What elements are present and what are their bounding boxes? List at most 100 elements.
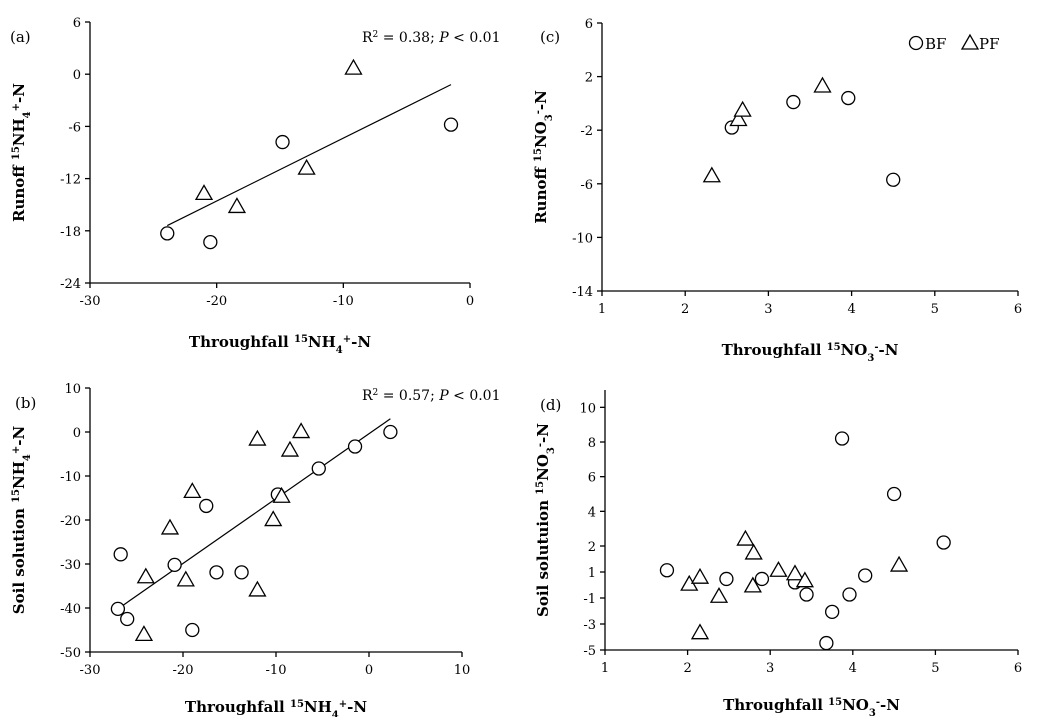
bf-point: [836, 432, 849, 445]
pf-point: [136, 626, 152, 640]
x-tick-label: 6: [1014, 661, 1022, 676]
x-tick-label: -30: [80, 294, 101, 309]
x-tick-label: -10: [266, 663, 287, 678]
bf-point: [349, 440, 362, 453]
bf-point: [842, 92, 855, 105]
bf-point: [168, 558, 181, 571]
panel-b: -30 -20 -10 0 10 -50 -40 -30 -20 -10 0 10 Throughfal…: [10, 382, 501, 717]
x-axis-label: Throughfall 15NO3--N: [723, 696, 900, 717]
x-tick-label: -20: [173, 663, 194, 678]
x-tick-label: 1: [598, 302, 606, 317]
x-tick-label: 0: [466, 294, 474, 309]
pf-point: [711, 588, 727, 602]
pf-point: [282, 442, 298, 456]
bf-point: [660, 564, 673, 577]
y-tick-label: 6: [585, 17, 593, 32]
x-axis-label: Throughfall 15NO3--N: [722, 341, 899, 364]
pf-point: [178, 572, 194, 586]
y-tick-label: -5: [583, 644, 596, 659]
x-tick-label: 4: [849, 661, 857, 676]
pf-point: [265, 512, 281, 526]
bf-point: [820, 637, 833, 650]
panel-label: (b): [15, 394, 36, 412]
bf-point: [114, 548, 127, 561]
y-tick-label: -6: [580, 178, 593, 193]
bf-point: [843, 588, 856, 601]
pf-point: [735, 102, 751, 116]
y-tick-label: 6: [73, 16, 81, 31]
pf-point: [196, 185, 212, 199]
y-tick-label: 0: [73, 426, 81, 441]
y-tick-label: 4: [588, 505, 596, 520]
x-tick-label: 1: [601, 661, 609, 676]
bf-point: [312, 462, 325, 475]
bf-point: [276, 136, 289, 149]
y-axis-label: Runoff 15NH4+-N: [10, 83, 33, 222]
panel-label: (c): [540, 28, 560, 46]
legend-label-pf: PF: [979, 35, 1000, 53]
pf-point: [162, 520, 178, 534]
panel-d: 1 2 3 4 5 6-5-3-11246810Throughfall 15NO3--NS…: [534, 390, 1022, 717]
y-tick-label: -20: [60, 514, 81, 529]
x-axis-label: Throughfall 15NH4+-N: [185, 698, 367, 717]
y-tick-label: 2: [585, 71, 593, 86]
bf-point: [859, 569, 872, 582]
y-tick-label: -10: [60, 470, 81, 485]
y-tick-label: -50: [60, 646, 81, 661]
y-tick-label: 2: [588, 540, 596, 555]
y-axis-label: Soil solution 15NH4+-N: [10, 426, 33, 615]
pf-point: [299, 160, 315, 174]
y-tick-label: -12: [60, 173, 81, 188]
y-tick-label: -40: [60, 602, 81, 617]
bf-point: [887, 173, 900, 186]
bf-point: [235, 566, 248, 579]
y-tick-label: -18: [60, 225, 81, 240]
x-tick-label: 10: [454, 663, 471, 678]
pf-point: [345, 60, 361, 74]
legend-label-bf: BF: [925, 35, 946, 53]
bf-point: [800, 588, 813, 601]
y-axis-label: Soil solutuion 15NO3--N: [534, 423, 557, 617]
y-tick-label: -6: [68, 120, 81, 135]
x-tick-label: 0: [365, 663, 373, 678]
bf-point: [787, 96, 800, 109]
pf-point: [692, 569, 708, 583]
bf-point: [445, 118, 458, 131]
regression-line: [167, 85, 451, 226]
panel-label: (a): [10, 28, 31, 46]
legend-marker-bf: [910, 37, 923, 50]
y-tick-label: -2: [580, 124, 593, 139]
pf-point: [746, 545, 762, 559]
y-tick-label: 10: [579, 401, 596, 416]
y-tick-label: -30: [60, 558, 81, 573]
pf-point: [138, 569, 154, 583]
y-tick-label: -1: [583, 592, 596, 607]
x-tick-label: 2: [683, 661, 691, 676]
panel-a: -30 -20 -10 0 -24 -18 -12 -6 0 6 Throughfall 15NH4…: [10, 16, 501, 356]
regression-stat: R2 = 0.38; P < 0.01: [362, 30, 501, 46]
pf-point: [891, 557, 907, 571]
bf-point: [755, 572, 768, 585]
x-tick-label: -30: [80, 663, 101, 678]
x-tick-label: 2: [681, 302, 689, 317]
y-tick-label: -10: [572, 231, 593, 246]
y-tick-label: -24: [60, 277, 81, 292]
bf-point: [200, 499, 213, 512]
bf-point: [161, 227, 174, 240]
bf-point: [937, 536, 950, 549]
x-tick-label: 6: [1014, 302, 1022, 317]
y-tick-label: 1: [588, 566, 596, 581]
x-tick-label: 3: [764, 302, 772, 317]
bf-point: [186, 624, 199, 637]
y-tick-label: 10: [64, 382, 81, 397]
bf-point: [204, 236, 217, 249]
pf-point: [249, 431, 265, 445]
panel-c: 1 2 3 4 5 6 -14 -10 -6 -2 2 6 Throughfall 15NO3--N Ru…: [532, 17, 1022, 364]
pf-point: [770, 562, 786, 576]
bf-point: [384, 426, 397, 439]
x-axis-label: Throughfall 15NH4+-N: [189, 333, 371, 356]
x-tick-label: 5: [931, 661, 939, 676]
y-axis-label: Runoff 15NO3--N: [532, 90, 555, 224]
regression-stat: R2 = 0.57; P < 0.01: [362, 388, 501, 404]
